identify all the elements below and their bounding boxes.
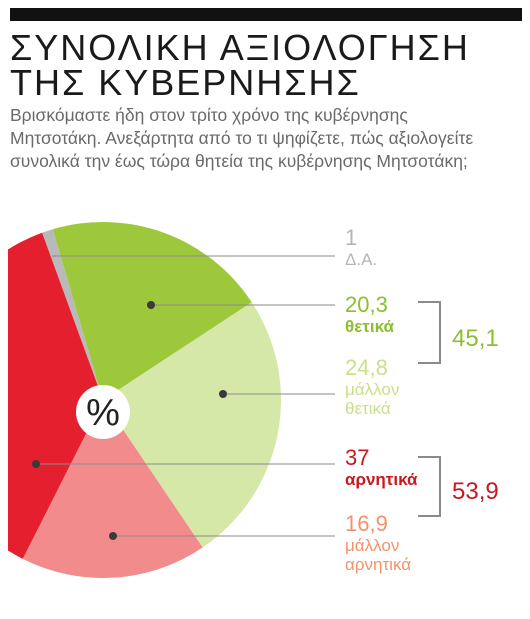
pie-slice-0 bbox=[42, 229, 103, 400]
value-da: 1 bbox=[345, 225, 358, 250]
value-mostly-negative: 16,9 bbox=[345, 511, 388, 536]
label-negative: 37 αρνητικά bbox=[345, 445, 418, 490]
label-da: 1 Δ.Α. bbox=[345, 225, 378, 270]
total-positive: 45,1 bbox=[452, 325, 499, 352]
pie-slice-1 bbox=[52, 221, 252, 400]
value-negative: 37 bbox=[345, 445, 370, 470]
total-negative: 53,9 bbox=[452, 478, 499, 505]
pie-slices bbox=[8, 221, 282, 578]
leader-dot-3 bbox=[109, 532, 117, 540]
bracket-negative bbox=[418, 456, 441, 517]
leader-dot-2 bbox=[219, 390, 227, 398]
center-badge bbox=[76, 385, 130, 439]
leader-dot-1 bbox=[147, 301, 155, 309]
top-rule bbox=[10, 8, 522, 21]
name-da: Δ.Α. bbox=[345, 250, 378, 269]
value-mostly-positive: 24,8 bbox=[345, 355, 388, 380]
bracket-positive bbox=[418, 301, 441, 364]
name-mostly-negative-2: αρνητικά bbox=[345, 555, 412, 574]
title-line-2: ΤΗΣ ΚΥΒΕΡΝΗΣΗΣ bbox=[10, 62, 361, 103]
name-negative: αρνητικά bbox=[345, 470, 418, 489]
name-mostly-positive-2: θετικά bbox=[345, 399, 391, 418]
page-title: ΣΥΝΟΛΙΚΗ ΑΞΙΟΛΟΓΗΣΗ ΤΗΣ ΚΥΒΕΡΝΗΣΗΣ bbox=[10, 27, 510, 103]
group-brackets bbox=[418, 301, 441, 517]
label-mostly-negative: 16,9 μάλλον αρνητικά bbox=[345, 511, 412, 575]
survey-question: Βρισκόμαστε ήδη στον τρίτο χρόνο της κυβ… bbox=[10, 105, 474, 171]
label-mostly-positive: 24,8 μάλλον θετικά bbox=[345, 355, 400, 419]
pie-slice-2 bbox=[103, 302, 282, 548]
pie-slice-3 bbox=[22, 400, 203, 578]
leader-lines bbox=[32, 255, 335, 540]
title-line-1: ΣΥΝΟΛΙΚΗ ΑΞΙΟΛΟΓΗΣΗ bbox=[10, 27, 470, 68]
label-positive: 20,3 θετικά bbox=[345, 292, 394, 337]
name-mostly-positive-1: μάλλον bbox=[345, 380, 400, 399]
name-mostly-negative-1: μάλλον bbox=[345, 536, 400, 555]
pie-slice-4 bbox=[8, 232, 103, 559]
leader-dot-4 bbox=[32, 460, 40, 468]
center-label: % bbox=[86, 392, 120, 434]
name-positive: θετικά bbox=[345, 317, 394, 336]
value-positive: 20,3 bbox=[345, 292, 388, 317]
